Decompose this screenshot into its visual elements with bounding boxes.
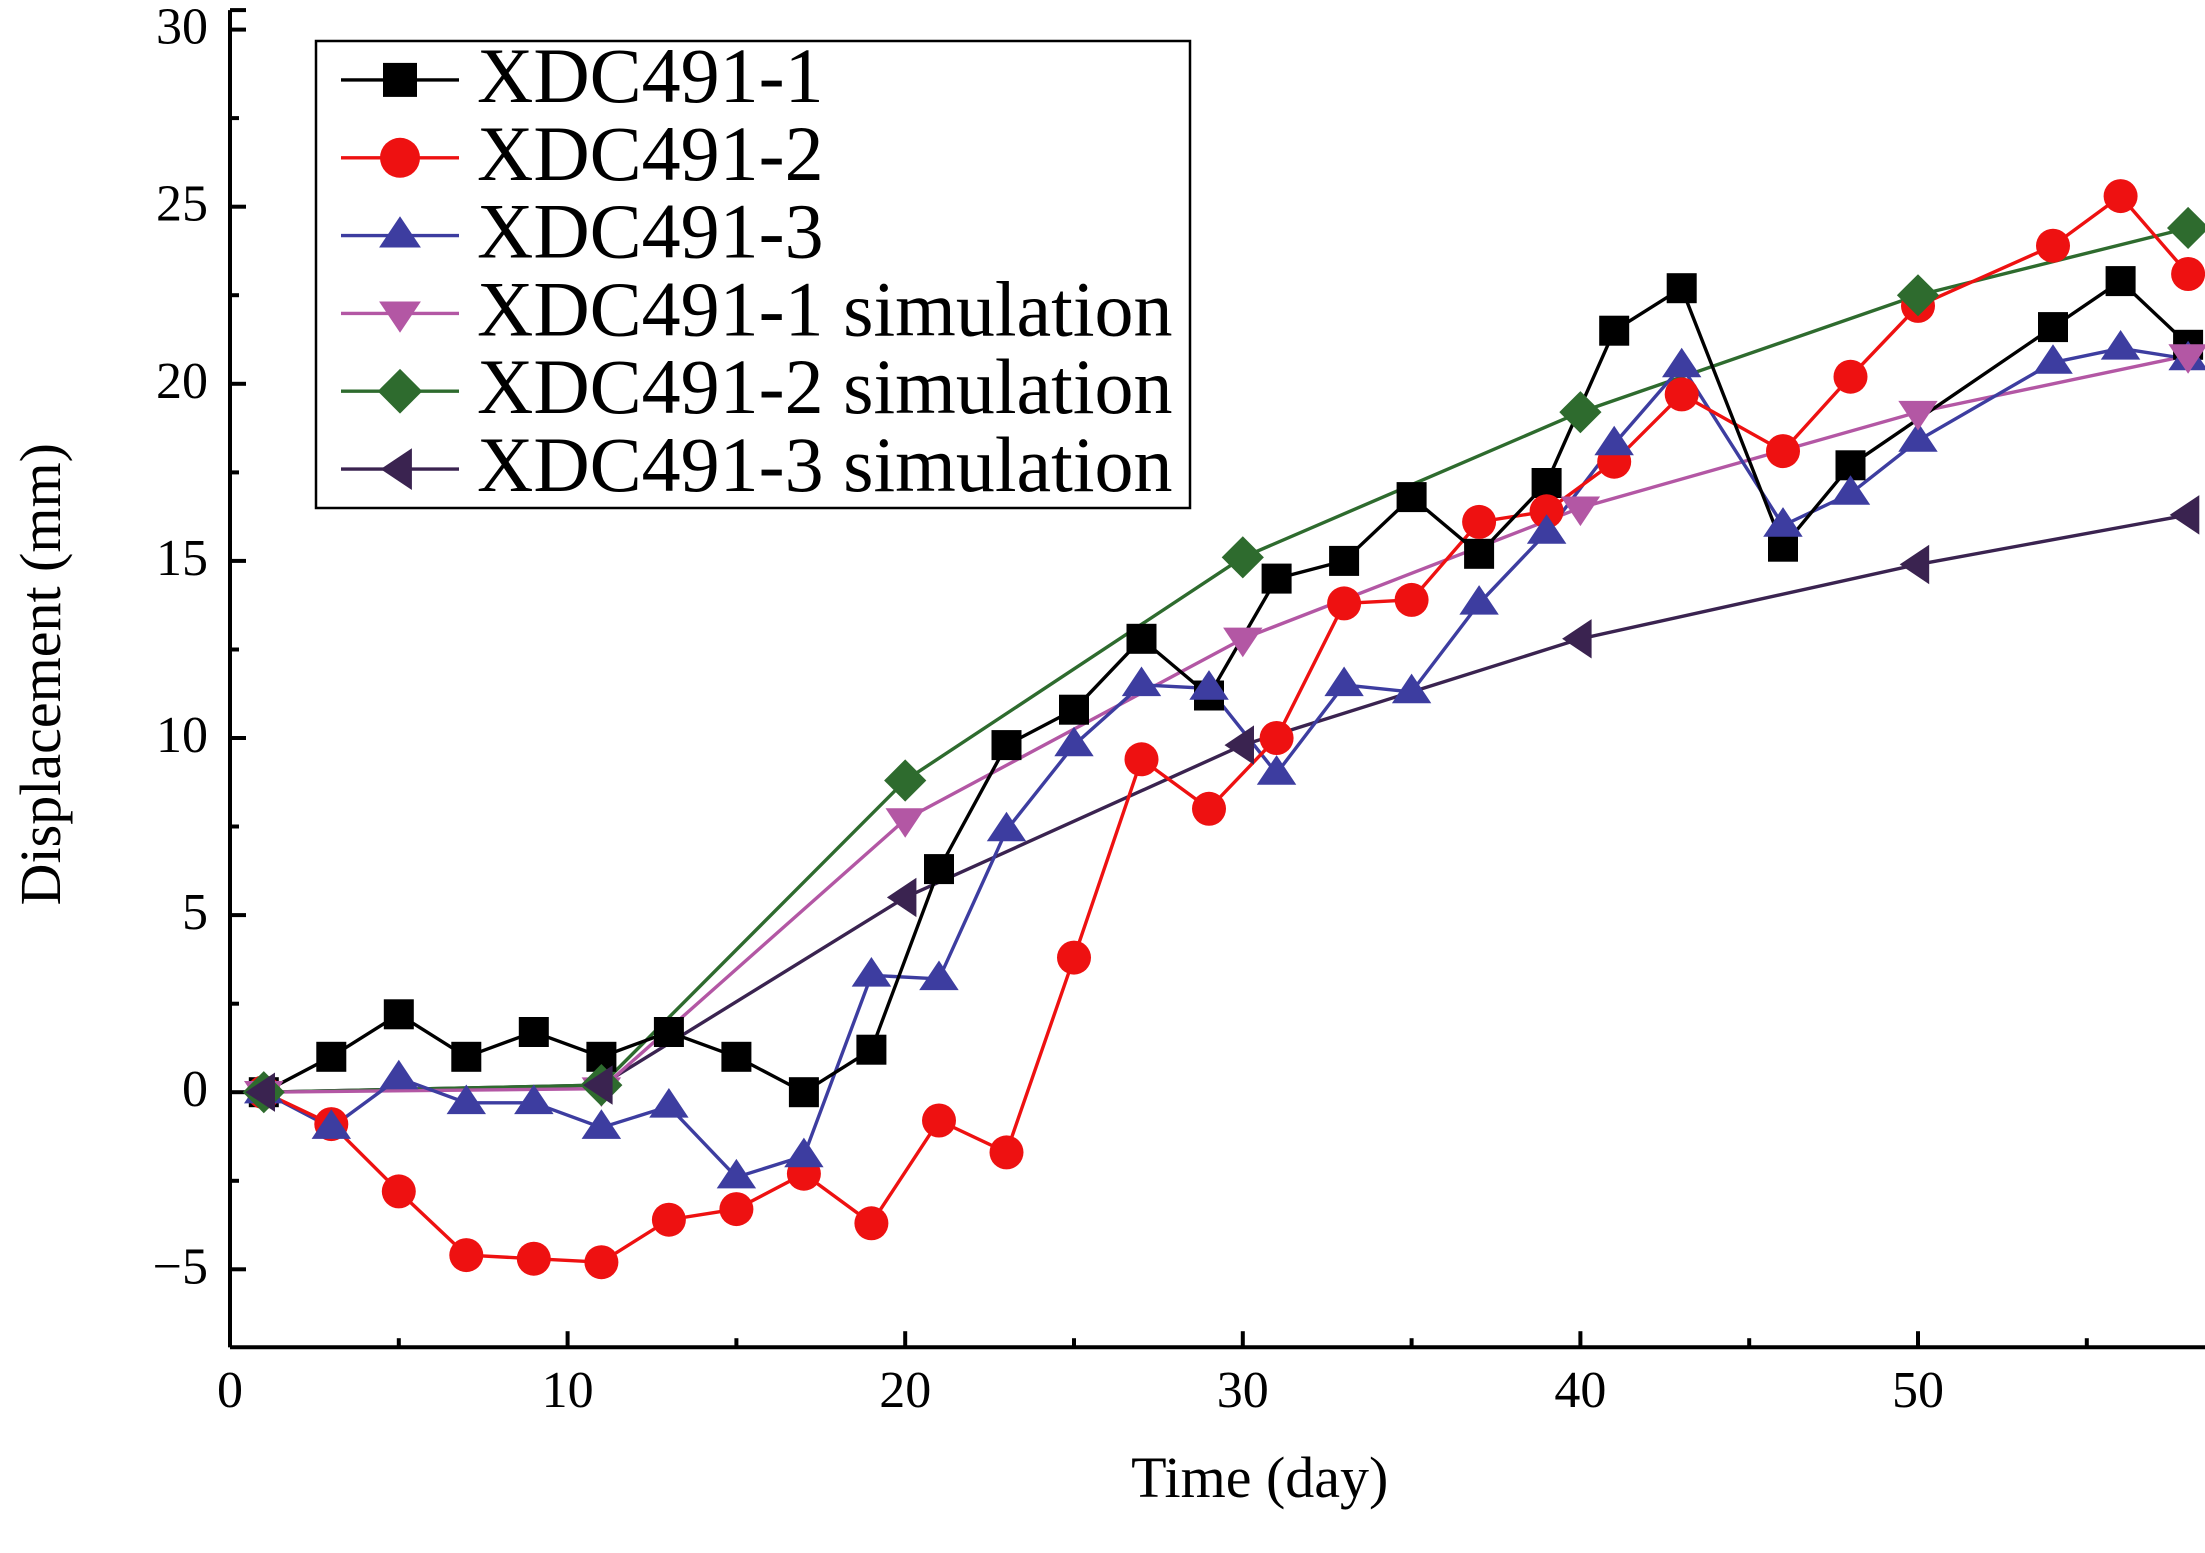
- svg-text:15: 15: [156, 530, 208, 587]
- svg-text:XDC491-1 simulation: XDC491-1 simulation: [477, 265, 1173, 352]
- svg-text:XDC491-3: XDC491-3: [477, 188, 824, 275]
- svg-text:20: 20: [156, 353, 208, 410]
- svg-text:10: 10: [542, 1362, 594, 1419]
- svg-text:XDC491-1: XDC491-1: [477, 32, 824, 119]
- svg-text:30: 30: [1217, 1362, 1269, 1419]
- svg-text:20: 20: [879, 1362, 931, 1419]
- svg-text:40: 40: [1554, 1362, 1606, 1419]
- svg-text:Displacement (mm): Displacement (mm): [8, 443, 73, 905]
- svg-text:0: 0: [217, 1362, 243, 1419]
- svg-text:50: 50: [1892, 1362, 1944, 1419]
- svg-text:−5: −5: [153, 1238, 208, 1295]
- svg-text:30: 30: [156, 0, 208, 56]
- svg-text:XDC491-2 simulation: XDC491-2 simulation: [477, 343, 1173, 430]
- svg-text:25: 25: [156, 176, 208, 233]
- svg-text:10: 10: [156, 707, 208, 764]
- svg-text:Time (day): Time (day): [1131, 1445, 1388, 1510]
- svg-text:XDC491-2: XDC491-2: [477, 110, 824, 197]
- svg-text:0: 0: [182, 1061, 208, 1118]
- svg-text:5: 5: [182, 884, 208, 941]
- svg-text:XDC491-3 simulation: XDC491-3 simulation: [477, 421, 1173, 508]
